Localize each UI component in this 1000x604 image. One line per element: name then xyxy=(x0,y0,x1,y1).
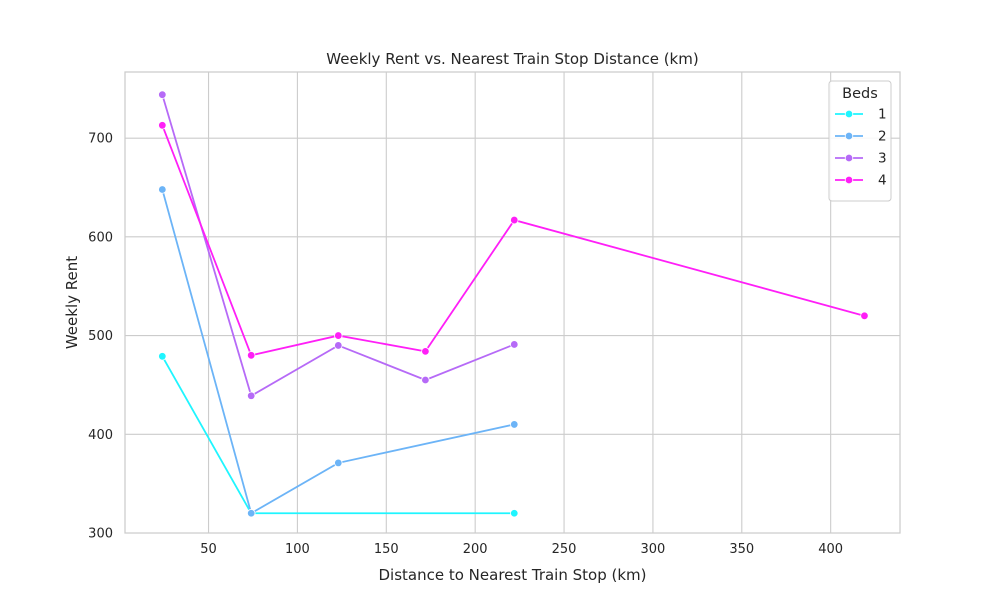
x-tick-label: 100 xyxy=(285,542,310,557)
legend-item: 4 xyxy=(835,173,887,189)
x-tick-label: 350 xyxy=(729,542,754,557)
legend-items: 1 2 3 4 xyxy=(835,107,887,189)
legend-title: Beds xyxy=(842,86,878,102)
legend-label: 3 xyxy=(878,151,887,167)
legend-item: 1 xyxy=(835,107,887,123)
data-point xyxy=(247,391,256,400)
legend-swatch-marker xyxy=(844,153,854,163)
y-tick-label: 500 xyxy=(88,329,113,344)
data-point xyxy=(158,121,167,130)
data-point xyxy=(860,311,869,321)
series-3 xyxy=(158,90,519,400)
x-tick-label: 300 xyxy=(641,542,666,557)
chart-title: Weekly Rent vs. Nearest Train Stop Dista… xyxy=(326,50,698,68)
data-point xyxy=(158,352,167,361)
data-point xyxy=(158,90,167,99)
x-tick-label: 400 xyxy=(818,542,843,557)
series-line xyxy=(161,124,865,357)
x-tick-label: 250 xyxy=(552,542,577,557)
y-tick-label: 400 xyxy=(88,428,113,443)
legend-box xyxy=(828,80,892,202)
data-point xyxy=(510,509,519,518)
data-point xyxy=(334,458,343,468)
data-point xyxy=(334,341,343,350)
y-tick-label: 300 xyxy=(88,527,113,542)
x-tick-label: 200 xyxy=(463,542,488,557)
legend-swatch-marker xyxy=(844,131,854,141)
y-tick-label: 600 xyxy=(88,230,113,245)
plot-area xyxy=(125,72,900,533)
legend: Beds 1 2 3 4 xyxy=(828,80,892,202)
tick-labels: 50 100 150 200 250 300 350 400 300 400 500 600 700 xyxy=(88,132,843,557)
series-line xyxy=(161,189,515,515)
legend-label: 1 xyxy=(878,107,887,123)
legend-swatch-marker xyxy=(844,175,854,185)
x-axis-label: Distance to Nearest Train Stop (km) xyxy=(379,566,647,584)
legend-item: 3 xyxy=(835,151,887,167)
legend-item: 2 xyxy=(835,129,887,145)
data-point xyxy=(510,420,519,429)
series-4 xyxy=(158,121,869,360)
data-point xyxy=(334,331,343,340)
data-point xyxy=(510,340,519,349)
series-lines xyxy=(158,90,869,518)
y-tick-label: 700 xyxy=(88,132,113,147)
y-axis-label: Weekly Rent xyxy=(63,256,81,349)
x-tick-label: 50 xyxy=(200,542,217,557)
legend-swatch-marker xyxy=(844,109,854,119)
data-point xyxy=(247,351,256,360)
data-point xyxy=(158,185,167,194)
data-point xyxy=(421,347,430,356)
data-point xyxy=(510,215,519,225)
plot-frame xyxy=(124,71,901,534)
legend-label: 4 xyxy=(878,173,887,189)
data-point xyxy=(247,509,256,518)
data-point xyxy=(421,375,430,385)
legend-label: 2 xyxy=(878,129,887,145)
series-2 xyxy=(158,185,519,518)
x-tick-label: 150 xyxy=(374,542,399,557)
